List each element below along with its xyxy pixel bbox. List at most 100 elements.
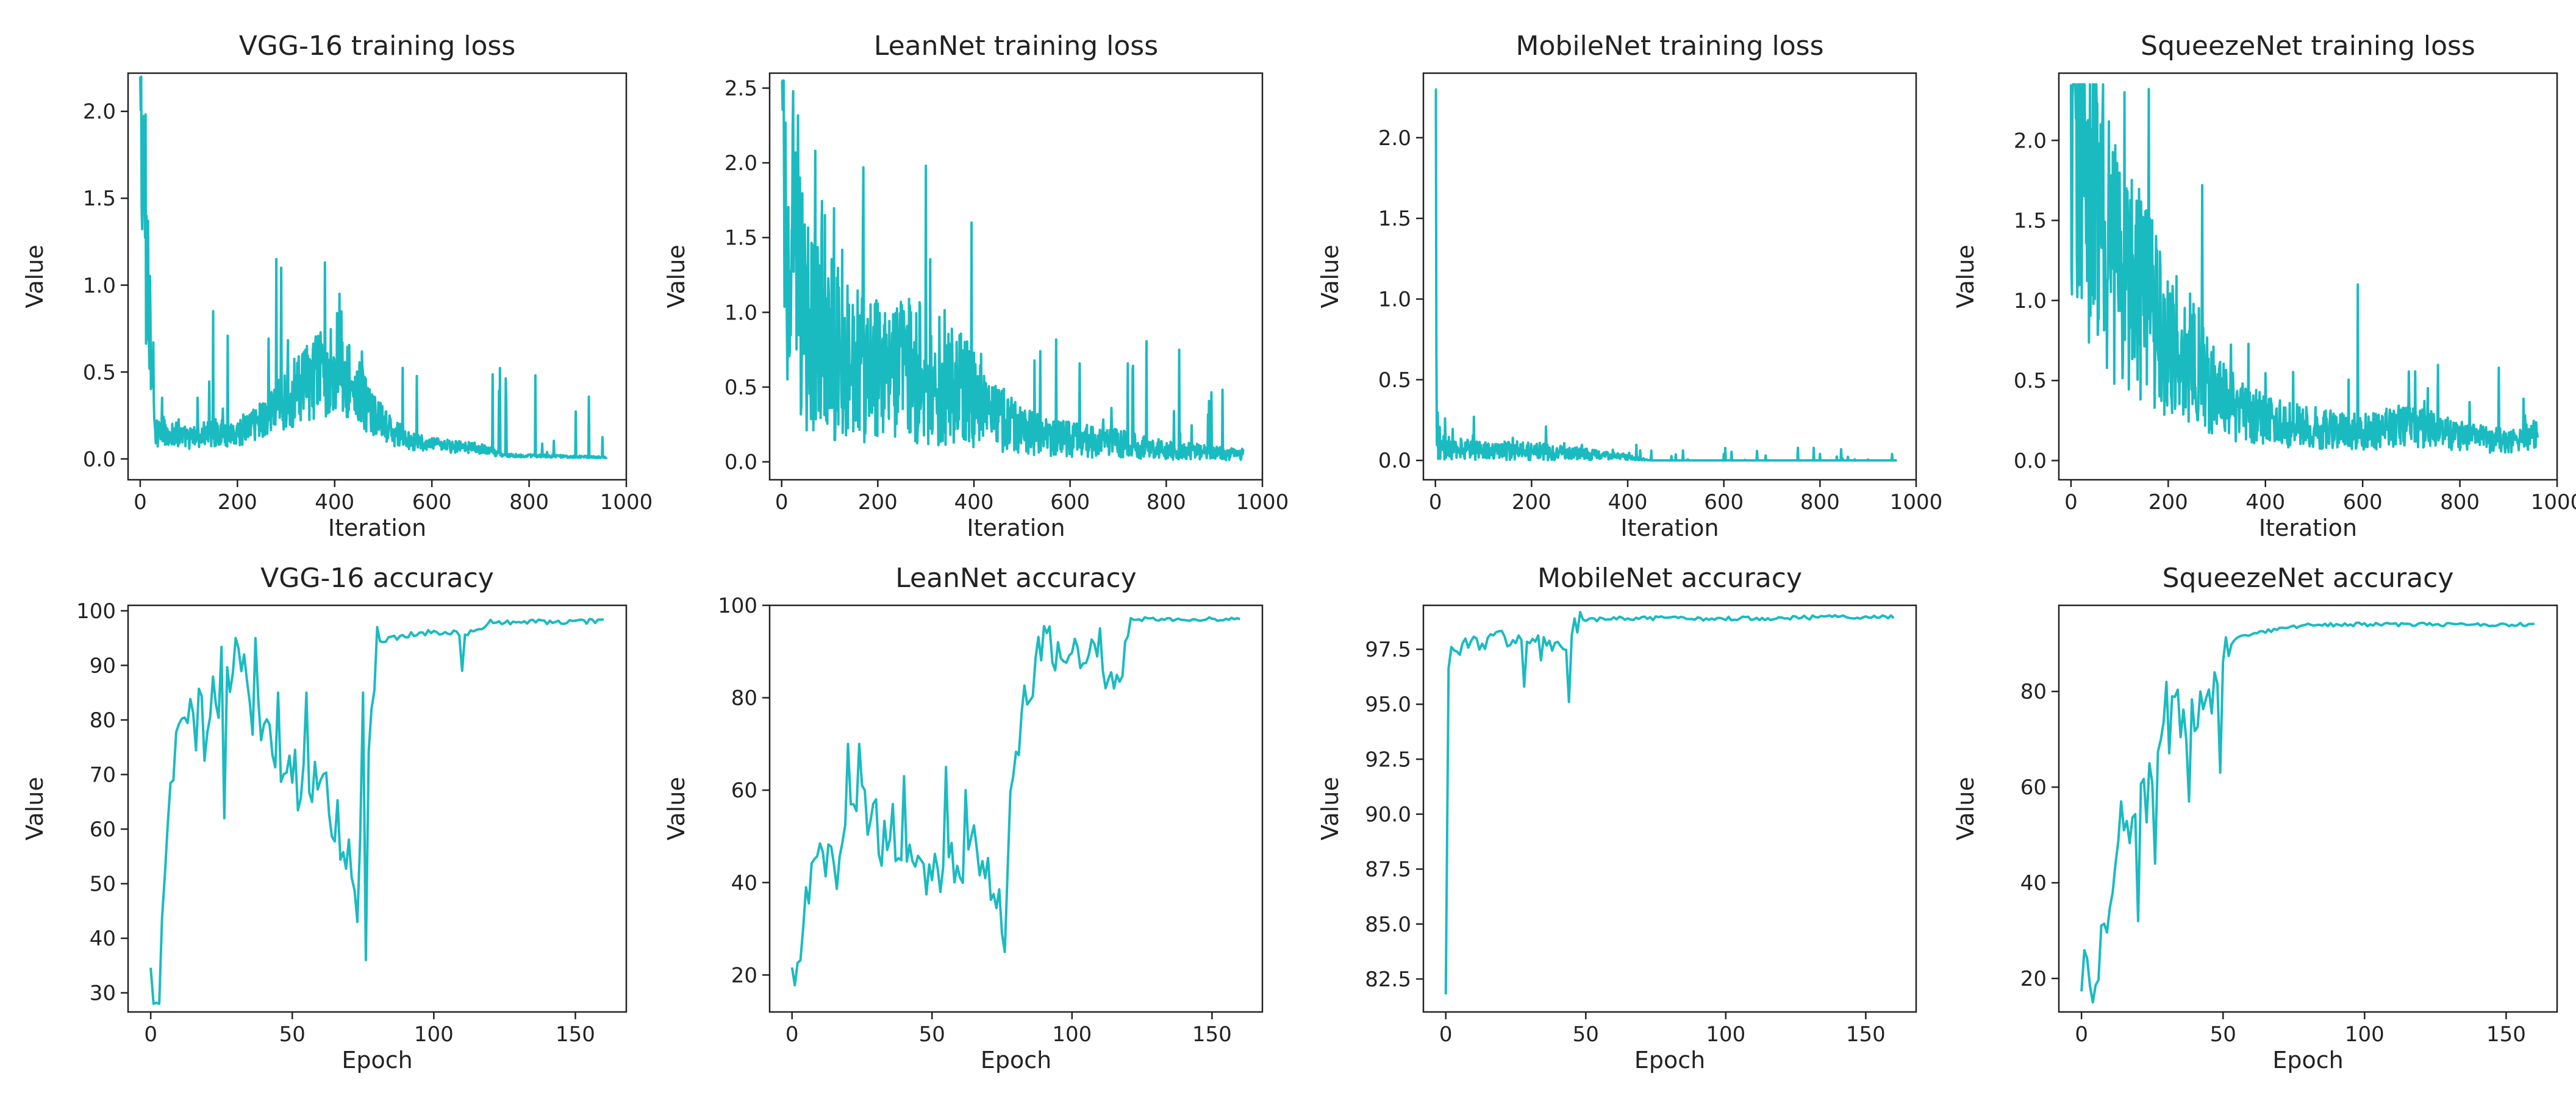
squeezenet-loss-xlabel: Iteration: [2259, 515, 2357, 541]
mobilenet-loss-xtick-label: 600: [1704, 490, 1744, 515]
squeezenet-accuracy-ytick-label: 60: [2020, 775, 2047, 800]
squeezenet-accuracy-chart: 0 50 100 150 20 40 60 80 SqueezeNet accuracy Epoc…: [1952, 563, 2558, 1074]
squeezenet-accuracy-xtick-label: 100: [2345, 1022, 2385, 1047]
vgg16-accuracy-xtick-label: 150: [556, 1022, 595, 1047]
mobilenet-loss-ytick-label: 1.0: [1378, 288, 1411, 312]
mobilenet-accuracy-axes-frame: [1422, 604, 1917, 1013]
mobilenet-accuracy-ytick-label: 87.5: [1365, 858, 1411, 882]
vgg16-loss-ytick-label: 1.5: [83, 187, 116, 211]
mobilenet-loss-ytick-label: 2.0: [1378, 126, 1411, 151]
leannet-accuracy-xtick-label: 150: [1192, 1022, 1232, 1047]
vgg16-accuracy-chart: 0 50 100 150 30 40 50 60 70 80 90 100 VGG-16 accurac…: [21, 563, 628, 1074]
vgg16-accuracy-ylabel: Value: [21, 777, 48, 840]
leannet-accuracy-xtick-label: 100: [1052, 1022, 1092, 1047]
squeezenet-accuracy-series-line: [2080, 621, 2535, 1004]
leannet-loss-xtick-label: 1000: [1236, 490, 1289, 515]
mobilenet-loss-xtick-label: 400: [1608, 490, 1648, 515]
squeezenet-loss-xtick-label: 0: [2064, 490, 2078, 515]
squeezenet-loss-xtick-label: 200: [2148, 490, 2188, 515]
vgg16-loss-xtick-label: 0: [134, 490, 147, 515]
leannet-accuracy-xtick-label: 50: [919, 1022, 945, 1047]
mobilenet-accuracy-ytick-label: 90.0: [1365, 803, 1411, 827]
vgg16-accuracy-xtick-label: 50: [279, 1022, 306, 1047]
mobilenet-loss-xtick-label: 0: [1429, 490, 1442, 515]
leannet-loss-title: LeanNet training loss: [874, 30, 1158, 62]
squeezenet-loss-xtick-label: 1000: [2531, 490, 2576, 515]
mobilenet-accuracy-ytick-label: 92.5: [1365, 747, 1411, 772]
mobilenet-loss-xtick-label: 1000: [1890, 490, 1943, 515]
vgg16-accuracy-axes-frame: [127, 604, 628, 1013]
vgg16-loss-xtick-label: 200: [218, 490, 257, 515]
vgg16-accuracy-ytick-label: 90: [90, 653, 116, 678]
leannet-loss-ytick-label: 0.0: [724, 451, 757, 475]
leannet-loss-xtick-label: 800: [1147, 490, 1186, 515]
leannet-accuracy-xlabel: Epoch: [981, 1047, 1051, 1074]
vgg16-accuracy-series-line: [149, 618, 604, 1005]
vgg16-accuracy-xlabel: Epoch: [342, 1047, 412, 1074]
mobilenet-accuracy-ytick-label: 82.5: [1365, 967, 1411, 992]
squeezenet-accuracy-ylabel: Value: [1952, 777, 1979, 840]
squeezenet-accuracy-ytick-label: 20: [2020, 967, 2047, 991]
vgg16-accuracy-ytick-label: 30: [90, 981, 116, 1006]
vgg16-loss-title: VGG-16 training loss: [239, 30, 516, 62]
mobilenet-loss-ylabel: Value: [1317, 244, 1343, 308]
mobilenet-accuracy-ytick-label: 95.0: [1365, 693, 1411, 717]
mobilenet-loss-xtick-label: 200: [1512, 490, 1551, 515]
mobilenet-accuracy-ytick-label: 85.0: [1365, 913, 1411, 937]
vgg16-accuracy-ytick-label: 100: [76, 599, 116, 624]
leannet-accuracy-xtick-label: 0: [785, 1022, 799, 1047]
mobilenet-loss-xlabel: Iteration: [1620, 515, 1719, 541]
leannet-loss-xtick-label: 200: [858, 490, 898, 515]
squeezenet-loss-xtick-label: 800: [2440, 490, 2480, 515]
mobilenet-accuracy-xtick-label: 100: [1706, 1022, 1745, 1047]
squeezenet-loss-axes-frame: [2058, 72, 2558, 481]
squeezenet-accuracy-axes-frame: [2058, 604, 2558, 1013]
leannet-loss-axes-frame: [768, 72, 1264, 481]
squeezenet-accuracy-xtick-label: 150: [2486, 1022, 2526, 1047]
vgg16-loss-axes-frame: [127, 72, 628, 481]
vgg16-accuracy-xtick-label: 0: [144, 1022, 157, 1047]
squeezenet-accuracy-xlabel: Epoch: [2272, 1047, 2343, 1074]
leannet-loss-series-line: [781, 79, 1245, 461]
leannet-loss-xtick-label: 0: [775, 490, 789, 515]
squeezenet-loss-xtick-label: 400: [2245, 490, 2285, 515]
mobilenet-loss-ytick-label: 0.0: [1378, 449, 1411, 473]
squeezenet-loss-title: SqueezeNet training loss: [2141, 30, 2475, 62]
mobilenet-accuracy-ytick-label: 97.5: [1365, 638, 1411, 662]
leannet-accuracy-ytick-label: 100: [718, 594, 757, 618]
vgg16-loss-ytick-label: 0.0: [83, 447, 116, 472]
mobilenet-loss-series-line: [1434, 88, 1898, 462]
vgg16-accuracy-ytick-label: 50: [90, 872, 116, 897]
vgg16-loss-xlabel: Iteration: [328, 515, 426, 541]
leannet-accuracy-ylabel: Value: [663, 777, 690, 840]
leannet-accuracy-axes-frame: [768, 604, 1264, 1013]
vgg16-loss-xtick-label: 1000: [600, 490, 653, 515]
squeezenet-loss-ytick-label: 0.0: [2014, 449, 2047, 473]
vgg16-loss-xtick-label: 800: [509, 490, 549, 515]
leannet-loss-ytick-label: 2.5: [724, 77, 757, 101]
leannet-loss-ytick-label: 0.5: [724, 376, 757, 400]
leannet-loss-ylabel: Value: [663, 244, 690, 308]
mobilenet-accuracy-ylabel: Value: [1317, 777, 1343, 840]
mobilenet-loss-axes-frame: [1422, 72, 1917, 481]
vgg16-loss-series-line: [138, 75, 608, 460]
vgg16-accuracy-ytick-label: 80: [90, 708, 116, 733]
squeezenet-loss-ytick-label: 1.5: [2014, 209, 2047, 233]
mobilenet-loss-xtick-label: 800: [1800, 490, 1840, 515]
leannet-accuracy-ytick-label: 40: [731, 871, 757, 896]
leannet-accuracy-ytick-label: 80: [731, 686, 757, 711]
leannet-loss-chart: 0 200 400 600 800 1000 0.0 0.5 1.0 1.5 2.0 2.5 LeanN…: [663, 30, 1289, 541]
leannet-accuracy-series-line: [790, 616, 1240, 987]
mobilenet-accuracy-series-line: [1444, 611, 1895, 995]
vgg16-loss-xtick-label: 600: [412, 490, 452, 515]
vgg16-loss-chart: 0 200 400 600 800 1000 0.0 0.5 1.0 1.5 2.0 VGG-16 t…: [21, 30, 653, 541]
vgg16-accuracy-ytick-label: 70: [90, 763, 116, 788]
vgg16-accuracy-title: VGG-16 accuracy: [260, 563, 494, 594]
leannet-accuracy-ytick-label: 20: [731, 963, 757, 988]
squeezenet-loss-ytick-label: 1.0: [2014, 289, 2047, 313]
squeezenet-accuracy-ytick-label: 40: [2020, 871, 2047, 896]
squeezenet-loss-ytick-label: 0.5: [2014, 369, 2047, 393]
mobilenet-accuracy-title: MobileNet accuracy: [1537, 563, 1802, 594]
mobilenet-accuracy-xtick-label: 150: [1846, 1022, 1886, 1047]
